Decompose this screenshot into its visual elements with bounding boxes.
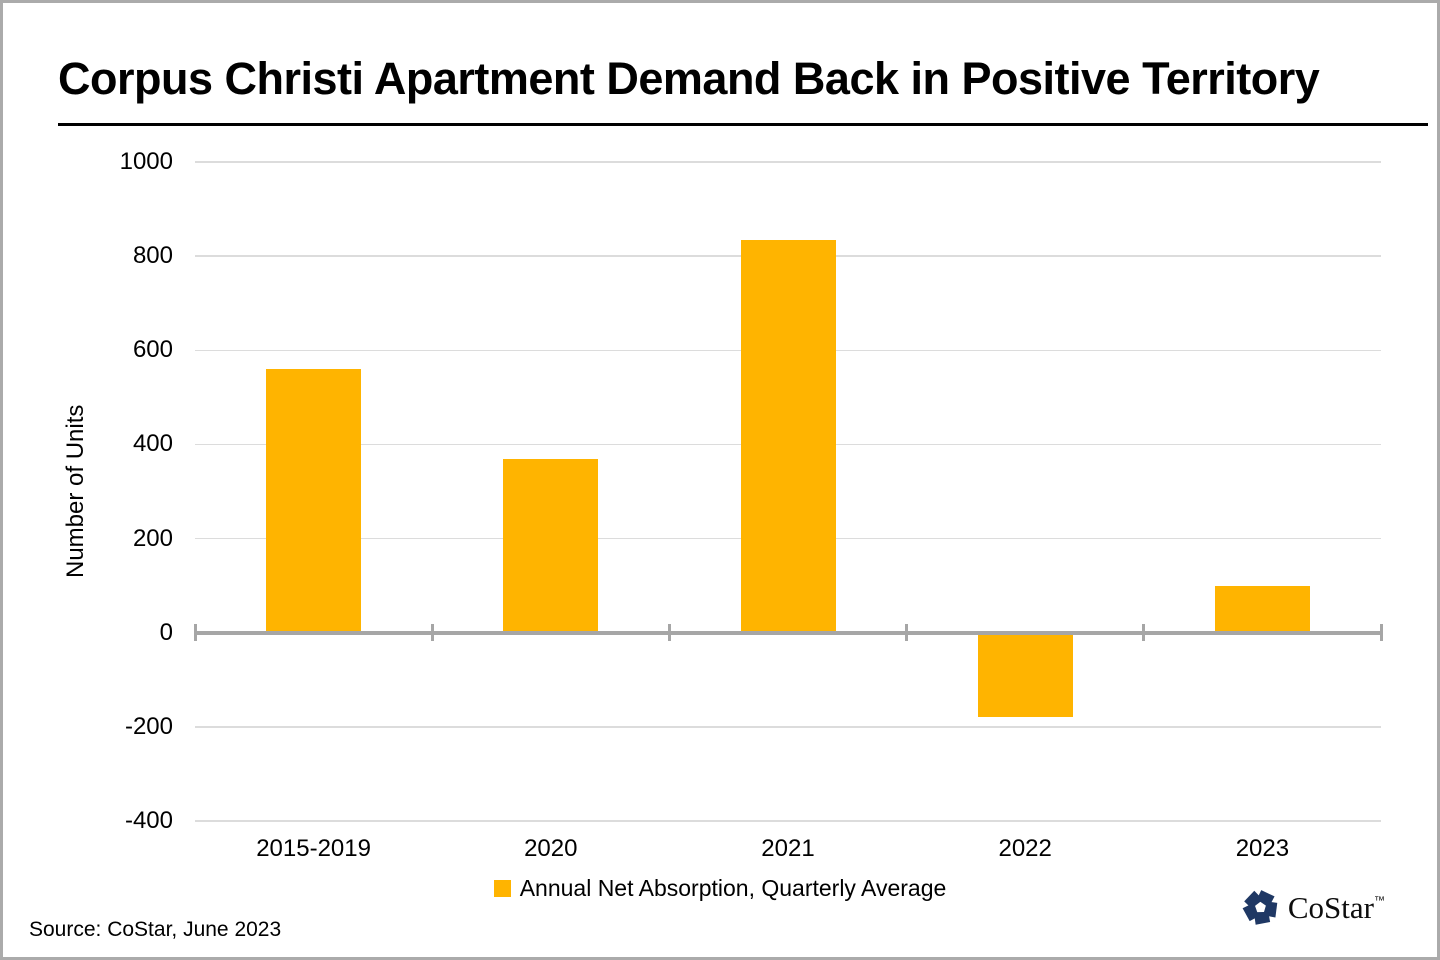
x-tick-label: 2015-2019 xyxy=(256,835,371,862)
axis-tick xyxy=(905,624,909,642)
y-tick-label: 200 xyxy=(132,524,173,552)
page-title: Corpus Christi Apartment Demand Back in … xyxy=(58,53,1320,104)
x-tick-label: 2021 xyxy=(761,835,815,862)
x-tick-label: 2022 xyxy=(998,835,1052,862)
y-axis-tick-labels: 1000 800 600 400 200 0 -200 -400 xyxy=(3,148,173,834)
y-tick-label: 1000 xyxy=(119,148,173,175)
bar xyxy=(503,458,599,633)
x-axis xyxy=(193,162,1383,821)
trademark-symbol: ™ xyxy=(1374,894,1385,907)
y-tick-label: -400 xyxy=(124,807,173,834)
y-tick-label: 0 xyxy=(159,618,173,646)
bar xyxy=(977,632,1073,718)
costar-logo: CoStar™ xyxy=(1242,886,1385,928)
y-tick-label: 600 xyxy=(132,336,173,364)
x-axis-tick-labels: 2015-2019 2020 2021 2022 2023 xyxy=(195,834,1381,864)
plot-area xyxy=(193,161,1383,822)
y-tick-label: -200 xyxy=(124,712,173,740)
gridline xyxy=(195,161,1381,163)
gridline xyxy=(195,820,1381,822)
axis-tick xyxy=(1379,624,1383,642)
x-tick-label: 2020 xyxy=(524,835,578,862)
legend: Annual Net Absorption, Quarterly Average xyxy=(3,873,1437,903)
bar xyxy=(266,369,362,633)
axis-tick xyxy=(193,624,197,642)
gridline xyxy=(195,726,1381,728)
axis-tick xyxy=(430,624,434,642)
title-underline xyxy=(58,123,1428,126)
zero-axis-line xyxy=(195,630,1381,635)
costar-logo-text: CoStar™ xyxy=(1287,889,1385,925)
costar-pinwheel-icon xyxy=(1242,889,1278,925)
y-tick-label: 800 xyxy=(132,242,173,270)
y-tick-label: 400 xyxy=(132,430,173,458)
axis-tick xyxy=(1142,624,1146,642)
source-note: Source: CoStar, June 2023 xyxy=(29,918,282,941)
bar-series xyxy=(195,162,1381,821)
legend-swatch xyxy=(493,879,511,897)
x-tick-label: 2023 xyxy=(1235,835,1290,862)
bar xyxy=(1214,585,1310,633)
axis-tick xyxy=(667,624,671,642)
bar xyxy=(740,239,836,633)
legend-label: Annual Net Absorption, Quarterly Average xyxy=(519,874,947,901)
